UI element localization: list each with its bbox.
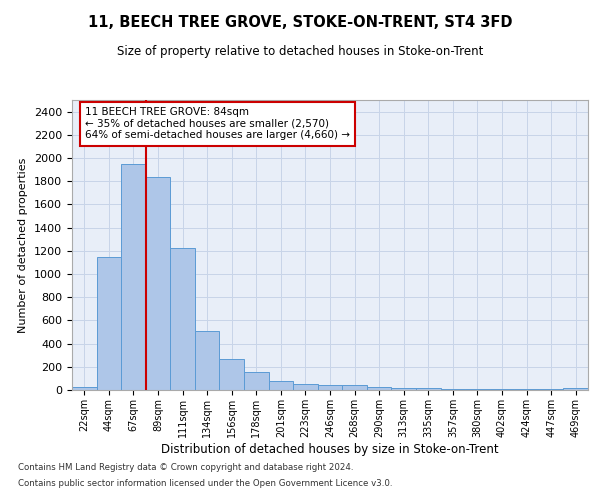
Bar: [367, 387, 391, 390]
Bar: [195, 331, 220, 390]
Bar: [391, 388, 416, 390]
Bar: [121, 164, 146, 390]
Text: Distribution of detached houses by size in Stoke-on-Trent: Distribution of detached houses by size …: [161, 442, 499, 456]
Bar: [342, 386, 367, 390]
Text: Size of property relative to detached houses in Stoke-on-Trent: Size of property relative to detached ho…: [117, 45, 483, 58]
Text: 11, BEECH TREE GROVE, STOKE-ON-TRENT, ST4 3FD: 11, BEECH TREE GROVE, STOKE-ON-TRENT, ST…: [88, 15, 512, 30]
Text: Contains HM Land Registry data © Crown copyright and database right 2024.: Contains HM Land Registry data © Crown c…: [18, 464, 353, 472]
Bar: [563, 388, 588, 390]
Bar: [269, 380, 293, 390]
Bar: [293, 384, 318, 390]
Bar: [97, 256, 121, 390]
Bar: [416, 388, 440, 390]
Bar: [146, 176, 170, 390]
Bar: [170, 248, 195, 390]
Text: Contains public sector information licensed under the Open Government Licence v3: Contains public sector information licen…: [18, 478, 392, 488]
Y-axis label: Number of detached properties: Number of detached properties: [19, 158, 28, 332]
Text: 11 BEECH TREE GROVE: 84sqm
← 35% of detached houses are smaller (2,570)
64% of s: 11 BEECH TREE GROVE: 84sqm ← 35% of deta…: [85, 108, 350, 140]
Bar: [220, 360, 244, 390]
Bar: [244, 372, 269, 390]
Bar: [72, 386, 97, 390]
Bar: [318, 385, 342, 390]
